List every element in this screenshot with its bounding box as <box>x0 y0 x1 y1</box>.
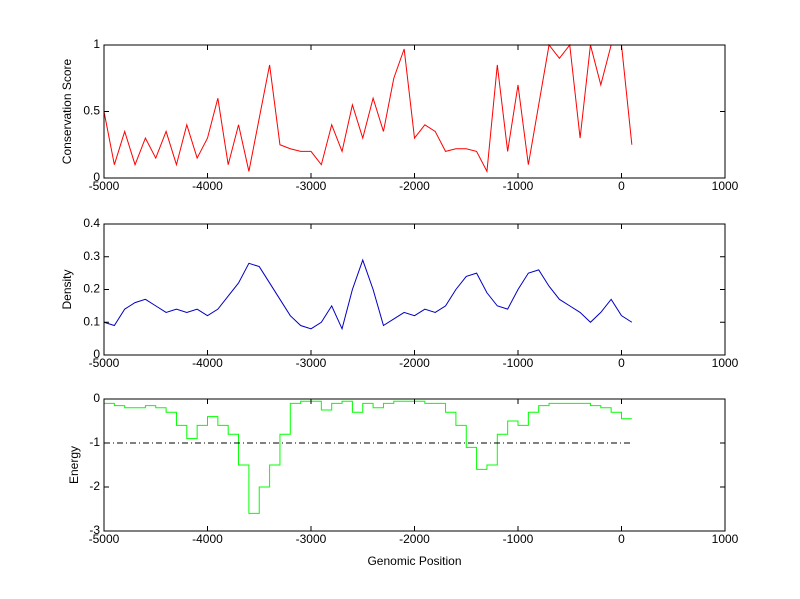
x-axis-label: Genomic Position <box>367 554 461 568</box>
y-tick-label: 0 <box>93 391 100 405</box>
y-axis-label: Conservation Score <box>60 58 74 164</box>
x-tick-label: -2000 <box>399 356 430 370</box>
x-tick-label: -2000 <box>399 532 430 546</box>
x-tick-label: -4000 <box>192 356 223 370</box>
x-tick-label: -1000 <box>503 356 534 370</box>
y-tick-label: -3 <box>89 523 100 537</box>
y-tick-label: 0.4 <box>83 216 100 230</box>
y-axis-label: Energy <box>67 446 81 484</box>
data-line <box>104 400 632 514</box>
x-tick-label: -5000 <box>89 179 120 193</box>
y-tick-label: 0.2 <box>83 282 100 296</box>
x-tick-label: 0 <box>618 179 625 193</box>
x-tick-label: -2000 <box>399 179 430 193</box>
y-tick-label: -1 <box>89 435 100 449</box>
x-tick-label: -5000 <box>89 532 120 546</box>
x-tick-label: 1000 <box>712 356 739 370</box>
x-tick-label: -4000 <box>192 179 223 193</box>
x-tick-label: 0 <box>618 532 625 546</box>
plot-area <box>104 224 725 355</box>
y-tick-label: 1 <box>93 37 100 51</box>
y-tick-label: -2 <box>89 479 100 493</box>
y-tick-label: 0.5 <box>83 104 100 118</box>
x-tick-label: 1000 <box>712 532 739 546</box>
plot-area <box>104 45 725 178</box>
data-line <box>103 43 633 174</box>
x-tick-label: -1000 <box>503 179 534 193</box>
y-tick-label: 0 <box>93 347 100 361</box>
y-tick-label: 0.3 <box>83 249 100 263</box>
x-tick-label: 0 <box>618 356 625 370</box>
x-tick-label: -1000 <box>503 532 534 546</box>
x-tick-label: -5000 <box>89 356 120 370</box>
x-tick-label: -3000 <box>296 356 327 370</box>
x-tick-label: 1000 <box>712 179 739 193</box>
y-tick-label: 0 <box>93 170 100 184</box>
x-tick-label: -3000 <box>296 179 327 193</box>
y-axis-label: Density <box>60 269 74 309</box>
y-tick-label: 0.1 <box>83 314 100 328</box>
data-line <box>103 258 633 331</box>
x-tick-label: -4000 <box>192 532 223 546</box>
x-tick-label: -3000 <box>296 532 327 546</box>
